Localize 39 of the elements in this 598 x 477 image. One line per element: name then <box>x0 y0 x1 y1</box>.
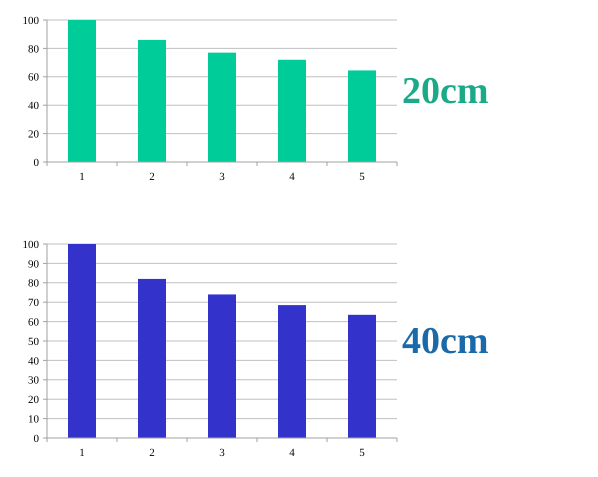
y-tick-label: 80 <box>28 43 40 56</box>
bar <box>278 305 306 438</box>
y-tick-label: 20 <box>28 394 40 406</box>
y-tick-label: 20 <box>28 128 40 140</box>
x-tick-label: 3 <box>219 171 226 183</box>
bar <box>348 314 376 438</box>
bar <box>68 20 96 162</box>
y-tick-label: 80 <box>28 278 40 290</box>
bar <box>208 52 236 162</box>
bar <box>348 70 376 162</box>
y-tick-label: 50 <box>28 336 40 348</box>
x-tick-label: 1 <box>79 171 85 183</box>
y-tick-label: 30 <box>28 374 40 387</box>
y-tick-label: 90 <box>28 258 40 270</box>
bar <box>68 244 96 438</box>
y-tick-label: 10 <box>28 413 40 426</box>
bar <box>208 294 236 438</box>
y-tick-label: 0 <box>34 432 40 445</box>
x-tick-label: 1 <box>79 447 85 459</box>
x-tick-label: 4 <box>289 171 296 183</box>
y-tick-label: 100 <box>22 14 40 27</box>
text: 20cm <box>402 70 489 112</box>
y-tick-label: 70 <box>28 297 40 310</box>
bar <box>278 60 306 162</box>
y-tick-label: 60 <box>28 316 40 328</box>
x-tick-label: 5 <box>359 171 366 183</box>
y-tick-label: 40 <box>28 355 40 368</box>
y-tick-label: 40 <box>28 100 40 112</box>
x-tick-label: 2 <box>149 171 155 183</box>
x-tick-label: 2 <box>149 447 155 459</box>
y-tick-label: 60 <box>28 72 40 84</box>
y-tick-label: 0 <box>34 156 40 169</box>
bar <box>138 278 166 438</box>
y-tick-label: 100 <box>22 238 40 251</box>
text: 40cm <box>402 320 489 362</box>
x-tick-label: 4 <box>289 447 296 459</box>
x-tick-label: 5 <box>359 447 366 459</box>
x-tick-label: 3 <box>219 447 226 459</box>
bar <box>138 40 166 162</box>
